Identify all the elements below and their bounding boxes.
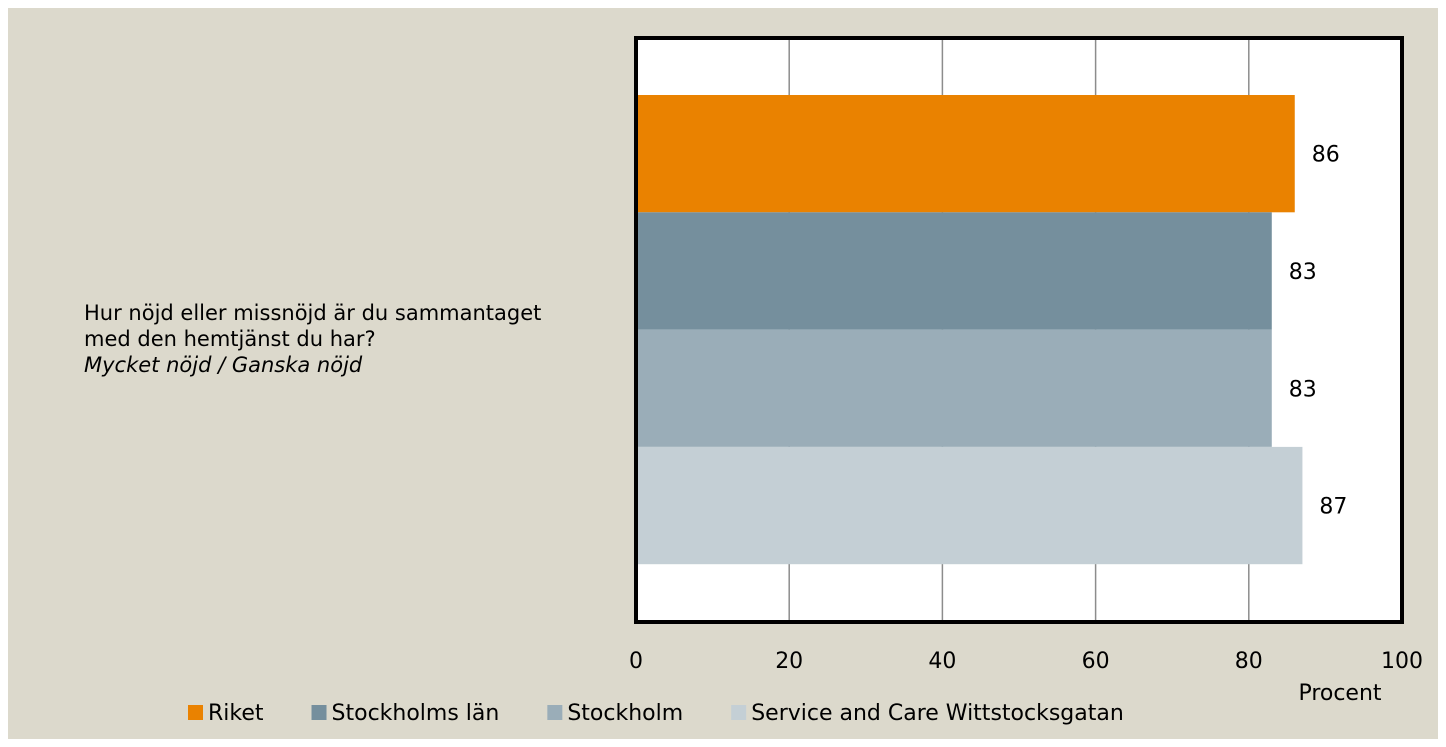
x-tick-label: 40 (928, 649, 956, 674)
value-label: 87 (1319, 495, 1347, 520)
x-tick-label: 0 (629, 649, 643, 674)
chart: 0 20 40 60 80 100 86 83 83 87 Procent Riket Stockhol… (188, 36, 1423, 726)
x-tick-label: 20 (775, 649, 803, 674)
legend-swatch (188, 705, 203, 720)
bar (636, 329, 1272, 447)
value-label: 86 (1312, 143, 1340, 168)
legend-label: Riket (208, 701, 264, 726)
x-tick-label: 100 (1381, 649, 1423, 674)
bar (636, 95, 1295, 213)
legend-swatch (547, 705, 563, 720)
x-axis-label: Procent (1298, 681, 1381, 706)
chart-background: 0 20 40 60 80 100 86 83 83 87 Procent Riket Stockhol… (8, 8, 1438, 739)
category-label: Hur nöjd eller missnöjd är du sammantage… (84, 300, 564, 378)
category-text: Hur nöjd eller missnöjd är du sammantage… (84, 301, 542, 351)
x-tick-label: 80 (1235, 649, 1263, 674)
legend-swatch (311, 705, 327, 720)
x-tick-label: 60 (1082, 649, 1110, 674)
plot-border (634, 36, 1404, 624)
legend-label: Stockholms län (332, 701, 500, 726)
value-label: 83 (1289, 377, 1317, 402)
legend-swatch (731, 705, 747, 720)
legend-label: Stockholm (567, 701, 683, 726)
bar (636, 446, 1303, 565)
value-label: 83 (1289, 260, 1317, 285)
legend-label: Service and Care Wittstocksgatan (751, 701, 1124, 726)
category-note: Mycket nöjd / Ganska nöjd (84, 353, 363, 377)
bar (636, 212, 1272, 330)
